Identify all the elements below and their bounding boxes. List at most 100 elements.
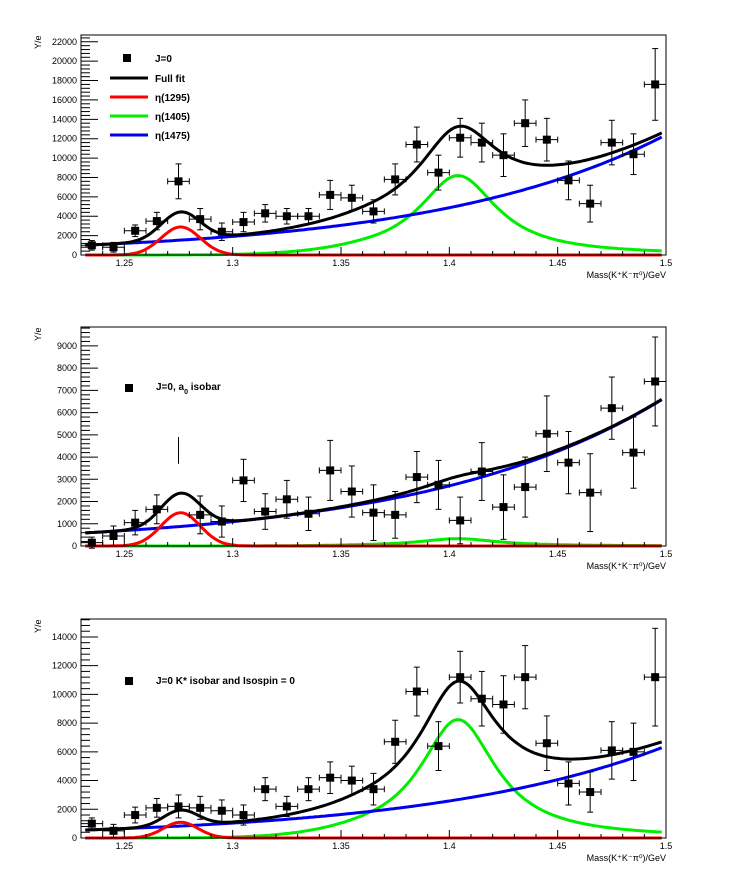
data-point [210,799,234,822]
data-marker [477,138,486,147]
y-tick-label: 2000 [57,231,77,241]
data-marker [196,803,205,812]
data-marker [542,429,551,438]
data-marker [87,241,96,250]
y-tick-label: 4000 [57,452,77,462]
data-point [492,675,515,734]
data-point [600,119,624,166]
legend-label-eta1475: η(1475) [155,131,190,142]
legend-label-j0-a0: J=0, a0 isobar [156,382,221,396]
data-point [275,207,299,225]
data-point [253,777,277,802]
data-marker [196,510,205,519]
legend-marker-j0-a0 [125,384,133,392]
data-point [448,650,472,704]
data-point [622,133,645,176]
data-point [643,336,667,427]
data-marker [542,135,551,144]
data-points [80,627,667,838]
data-marker [261,209,270,218]
data-point [535,395,559,473]
data-marker [369,785,378,794]
data-marker [586,199,595,208]
data-marker [347,193,356,202]
data-point [80,817,104,830]
data-point [340,765,364,796]
data-marker [456,516,465,525]
y-tick-label: 1000 [57,519,77,529]
y-tick-label: 10000 [52,689,77,699]
data-point [232,804,255,826]
data-point [340,465,364,518]
data-point [318,439,342,501]
y-tick-label: 18000 [52,76,77,86]
y-tick-label: 8000 [57,718,77,728]
data-marker [391,175,400,184]
data-marker [586,788,595,797]
data-point [622,416,645,489]
data-marker [586,488,595,497]
data-marker [607,746,616,755]
data-point [188,495,212,535]
data-marker [651,377,660,386]
y-tick-label: 7000 [57,385,77,395]
data-point [492,133,515,177]
x-tick-label: 1.25 [116,841,134,851]
y-tick-label: 0 [72,541,77,551]
data-marker [304,212,313,221]
data-point [535,117,559,162]
data-point [600,376,624,440]
y-tick-label: 0 [72,250,77,260]
data-marker [152,217,161,226]
data-marker [261,785,270,794]
data-point [102,823,125,838]
data-point [405,451,429,504]
data-marker [369,207,378,216]
plot-frame [80,34,667,256]
data-point [253,204,277,223]
data-point [210,505,234,538]
data-marker [174,802,183,811]
data-point [535,715,559,772]
data-marker [109,826,118,835]
data-point [492,474,515,540]
data-marker [87,819,96,828]
y-axis: 0 2000 4000 6000 8000 10000 12000 14000 [52,619,98,843]
data-marker [607,138,616,147]
y-tick-label: 6000 [57,408,77,418]
data-marker [412,473,421,482]
data-point [362,484,385,541]
data-marker [542,739,551,748]
x-tick-label: 1.4 [443,841,456,851]
data-point [622,722,645,782]
x-axis: 1.25 1.3 1.35 1.4 1.45 1.5 [80,247,672,268]
data-marker [304,785,313,794]
fit-curves [85,124,663,257]
data-point [102,525,125,547]
x-tick-label: 1.35 [332,549,350,559]
data-marker [499,503,508,512]
data-marker [326,466,335,475]
x-tick-label: 1.35 [332,258,350,268]
data-marker [347,487,356,496]
y-axis-title: Y/e [33,619,43,633]
data-point [362,199,385,224]
data-point [123,224,147,238]
data-point [232,211,255,233]
data-marker [282,802,291,811]
data-point [167,794,190,819]
y-tick-label: 9000 [57,341,77,351]
x-tick-label: 1.3 [226,549,239,559]
data-marker [217,517,226,526]
data-points [80,336,667,549]
data-marker [521,673,530,682]
data-point [427,459,450,510]
data-point [340,184,364,211]
x-axis: 1.25 1.3 1.35 1.4 1.45 1.5 [80,538,672,559]
eta1475-curve [85,746,663,832]
data-marker [217,806,226,815]
y-tick-label: 8000 [57,172,77,182]
legend-label-eta1405: η(1405) [155,112,190,123]
y-tick-label: 12000 [52,661,77,671]
